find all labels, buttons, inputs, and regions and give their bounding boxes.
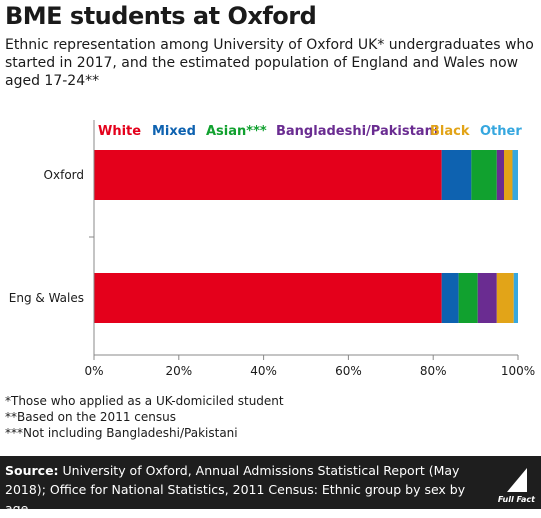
category-label-oxford: Oxford: [44, 168, 84, 182]
legend: White Mixed Asian*** Bangladeshi/PakistaniB…: [98, 124, 522, 139]
source-label: Source:: [5, 463, 59, 478]
bar-eng-wales-bangladeshi-pakistani: [477, 273, 497, 323]
bar-eng-wales-mixed: [441, 273, 459, 323]
stacked-bar-chart: White Mixed Asian*** Bangladeshi/PakistaniB…: [9, 120, 535, 378]
bar-oxford-asian: [471, 150, 497, 200]
legend-mixed: Mixed: [152, 124, 196, 139]
bar-oxford-black: [504, 150, 513, 200]
x-tick-label: 0%: [84, 364, 103, 378]
bar-eng-wales-other: [513, 273, 518, 323]
legend-other: Other: [480, 124, 522, 139]
source-footer: Source: University of Oxford, Annual Adm…: [0, 456, 541, 516]
category-label-eng-wales: Eng & Wales: [9, 291, 84, 305]
footnote-3: ***Not including Bangladeshi/Pakistani: [5, 426, 238, 440]
axes: Oxford Eng & Wales 0% 20% 40% 60% 80% 100%: [9, 120, 535, 378]
bar-eng-wales-asian: [458, 273, 478, 323]
logo-text: Full Fact: [497, 495, 535, 504]
bar-oxford-other: [512, 150, 518, 200]
x-tick-label: 100%: [501, 364, 535, 378]
bar-oxford-mixed: [441, 150, 472, 200]
x-tick-label: 80%: [420, 364, 447, 378]
chart-title: BME students at Oxford: [5, 2, 317, 30]
footnote-2: **Based on the 2011 census: [5, 410, 176, 424]
source-text: Source: University of Oxford, Annual Adm…: [5, 461, 475, 518]
legend-bangladeshi-pakistani: Bangladeshi/Pakistani: [276, 124, 438, 139]
legend-black: Black: [430, 124, 470, 139]
bar-oxford-white: [94, 150, 442, 200]
bar-eng-wales-white: [94, 273, 442, 323]
legend-asian: Asian***: [206, 124, 267, 139]
bars: [94, 150, 518, 323]
legend-white: White: [98, 124, 141, 139]
footnotes: *Those who applied as a UK-domiciled stu…: [5, 393, 284, 441]
source-body: University of Oxford, Annual Admissions …: [5, 463, 466, 516]
footnote-1: *Those who applied as a UK-domiciled stu…: [5, 394, 284, 408]
chart-subtitle: Ethnic representation among University o…: [5, 37, 534, 89]
bar-oxford-bangladeshi-pakistani: [496, 150, 505, 200]
x-tick-label: 60%: [335, 364, 362, 378]
x-tick-label: 40%: [250, 364, 277, 378]
x-tick-label: 20%: [165, 364, 192, 378]
bar-eng-wales-black: [496, 273, 514, 323]
full-fact-logo-icon: [507, 468, 527, 492]
